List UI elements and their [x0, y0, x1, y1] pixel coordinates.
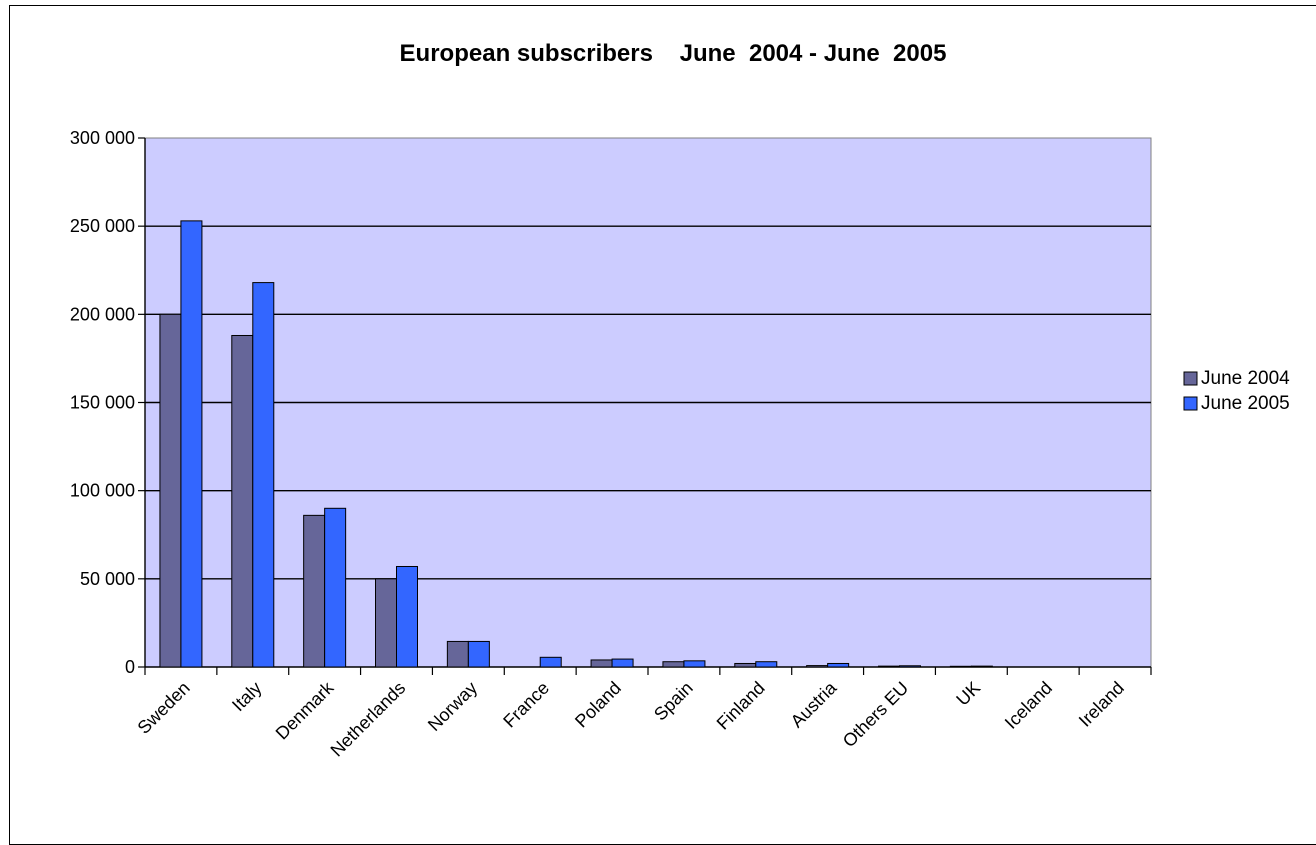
- x-tick-label: Italy: [228, 678, 265, 715]
- bar-june-2004: [159, 313, 182, 668]
- x-tick-label: France: [499, 678, 553, 732]
- legend: June 2004 June 2005: [1183, 368, 1290, 414]
- y-tick-label: 50 000: [80, 569, 135, 589]
- bar-june-2005: [324, 507, 347, 668]
- bar-june-2005: [396, 565, 418, 668]
- plot-area: 0 50 000 100 000 150 000 200 000 250 000 300 0…: [70, 128, 1152, 761]
- bar-june-2005: [539, 656, 562, 668]
- x-tick-label: Netherlands: [327, 678, 410, 761]
- chart-title: European subscribers June 2004 - June 20…: [400, 40, 947, 67]
- x-tick-label: Norway: [424, 678, 481, 735]
- x-tick-label: Iceland: [1001, 678, 1056, 733]
- bar-june-2005: [755, 661, 778, 668]
- bar-june-2004: [590, 659, 613, 668]
- bar-june-2005: [252, 282, 275, 668]
- x-tick-label: Sweden: [134, 678, 194, 738]
- bar-june-2004: [303, 514, 326, 668]
- y-tick-label: 100 000: [70, 481, 135, 501]
- bar-june-2004: [375, 578, 397, 668]
- legend-swatch: [1183, 396, 1198, 411]
- bar-june-2004: [662, 661, 685, 668]
- x-tick-label: UK: [952, 678, 984, 710]
- y-tick-label: 200 000: [70, 304, 135, 324]
- x-tick-label: Finland: [713, 678, 769, 734]
- x-tick-label: Denmark: [272, 677, 338, 743]
- y-tick-label: 300 000: [70, 128, 135, 148]
- bar-june-2004: [806, 665, 829, 668]
- y-tick-label: 250 000: [70, 216, 135, 236]
- bar-june-2004: [446, 640, 469, 668]
- x-tick-label: Poland: [571, 678, 625, 732]
- legend-label: June 2004: [1201, 368, 1290, 389]
- bar-june-2005: [970, 665, 993, 668]
- bar-june-2005: [611, 658, 634, 668]
- bar-june-2004: [949, 665, 972, 668]
- x-tick-label: Spain: [650, 678, 697, 725]
- bar-june-2004: [878, 665, 900, 668]
- bar-june-2004: [231, 334, 254, 668]
- legend-label: June 2005: [1201, 393, 1290, 414]
- bar-june-2005: [467, 640, 490, 668]
- x-tick-label: Others EU: [839, 678, 913, 752]
- legend-swatch: [1183, 371, 1198, 386]
- bar-june-2005: [683, 660, 706, 668]
- bar-june-2005: [899, 665, 921, 668]
- y-tick-label: 150 000: [70, 393, 135, 413]
- x-tick-label: Ireland: [1075, 678, 1128, 731]
- bar-june-2005: [180, 220, 203, 668]
- x-tick-label: Austria: [787, 677, 841, 731]
- bar-june-2004: [734, 662, 757, 668]
- y-tick-label: 0: [125, 657, 135, 677]
- bar-june-2005: [827, 662, 850, 668]
